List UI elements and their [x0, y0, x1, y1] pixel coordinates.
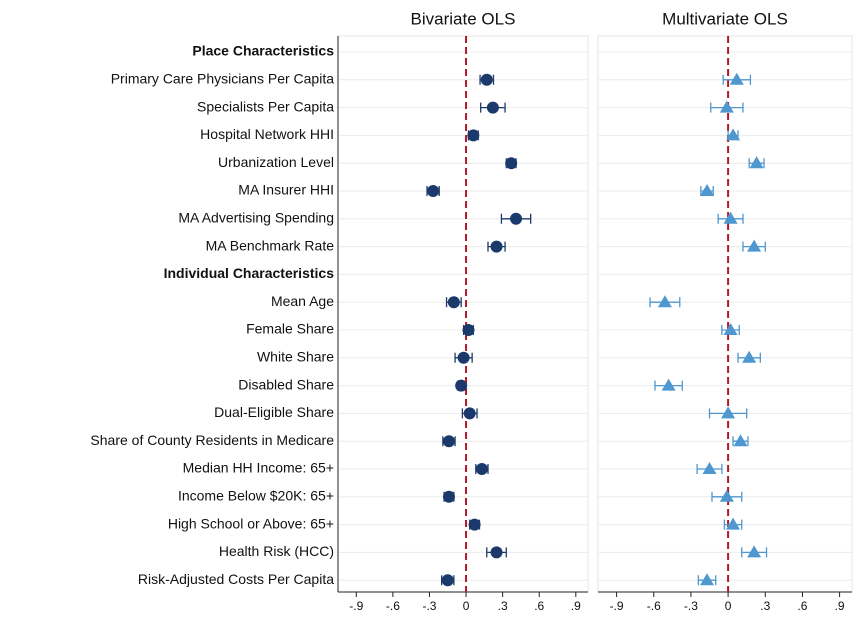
point — [441, 574, 454, 587]
point — [723, 323, 738, 335]
group-header: Place Characteristics — [192, 43, 334, 59]
x-tick-label: -.6 — [647, 599, 661, 613]
x-tick-label: .9 — [571, 599, 581, 613]
y-tick-label: Risk-Adjusted Costs Per Capita — [138, 571, 334, 587]
point — [442, 435, 455, 448]
point — [467, 129, 480, 142]
point — [505, 157, 518, 170]
point — [457, 351, 470, 364]
point — [462, 324, 475, 336]
x-tick-label: .3 — [760, 599, 770, 613]
point — [723, 211, 738, 224]
point — [733, 434, 748, 447]
point — [747, 239, 762, 252]
point — [490, 546, 503, 559]
x-tick-label: -.9 — [610, 599, 624, 613]
x-tick-label: -.3 — [684, 599, 698, 613]
x-tick-label: .6 — [797, 599, 807, 613]
y-tick-label: Urbanization Level — [218, 154, 334, 170]
x-tick-label: .9 — [835, 599, 845, 613]
panel — [337, 35, 589, 593]
y-tick-label: Disabled Share — [238, 376, 334, 392]
x-tick-label: -.9 — [349, 599, 363, 613]
y-tick-label: MA Insurer HHI — [238, 182, 334, 198]
point — [661, 378, 676, 391]
y-tick-label: Share of County Residents in Medicare — [90, 432, 334, 448]
x-tick-label: .6 — [534, 599, 544, 613]
point — [729, 72, 744, 85]
y-tick-label: Median HH Income: 65+ — [183, 460, 334, 476]
x-tick-label: -.3 — [422, 599, 436, 613]
y-tick-label: Dual-Eligible Share — [214, 404, 334, 420]
point — [657, 295, 672, 308]
y-tick-label: Primary Care Physicians Per Capita — [111, 71, 335, 87]
point — [719, 100, 734, 113]
panel-title: Bivariate OLS — [411, 9, 516, 28]
x-tick-label: 0 — [725, 599, 732, 613]
point — [455, 379, 468, 392]
point — [721, 406, 736, 419]
y-tick-label: Specialists Per Capita — [197, 98, 334, 114]
point — [700, 573, 715, 586]
x-tick-label: 0 — [463, 599, 470, 613]
y-tick-label: Hospital Network HHI — [200, 126, 334, 142]
y-tick-label: High School or Above: 65+ — [168, 515, 334, 531]
point — [719, 489, 734, 502]
x-tick-label: -.6 — [386, 599, 400, 613]
point — [749, 156, 764, 169]
point — [726, 517, 741, 530]
point — [463, 407, 476, 420]
panel-title: Multivariate OLS — [662, 9, 788, 28]
point — [442, 490, 455, 503]
point — [468, 518, 481, 531]
point — [742, 350, 757, 363]
point — [447, 296, 460, 309]
y-tick-label: Income Below $20K: 65+ — [178, 488, 334, 504]
point — [475, 463, 488, 475]
point — [490, 240, 503, 253]
group-header: Individual Characteristics — [164, 265, 335, 281]
x-tick-label: .3 — [498, 599, 508, 613]
y-tick-label: Mean Age — [271, 293, 334, 309]
point — [486, 101, 499, 114]
panel — [597, 35, 853, 593]
point — [480, 73, 493, 86]
point — [510, 212, 523, 225]
point — [747, 545, 762, 558]
y-tick-label: Female Share — [246, 321, 334, 337]
y-tick-label: MA Advertising Spending — [178, 210, 334, 226]
point — [427, 185, 440, 197]
y-tick-label: White Share — [257, 349, 334, 365]
y-tick-label: MA Benchmark Rate — [206, 237, 335, 253]
point — [700, 184, 715, 196]
y-tick-label: Health Risk (HCC) — [219, 543, 334, 559]
point — [726, 128, 741, 141]
point — [702, 462, 717, 474]
